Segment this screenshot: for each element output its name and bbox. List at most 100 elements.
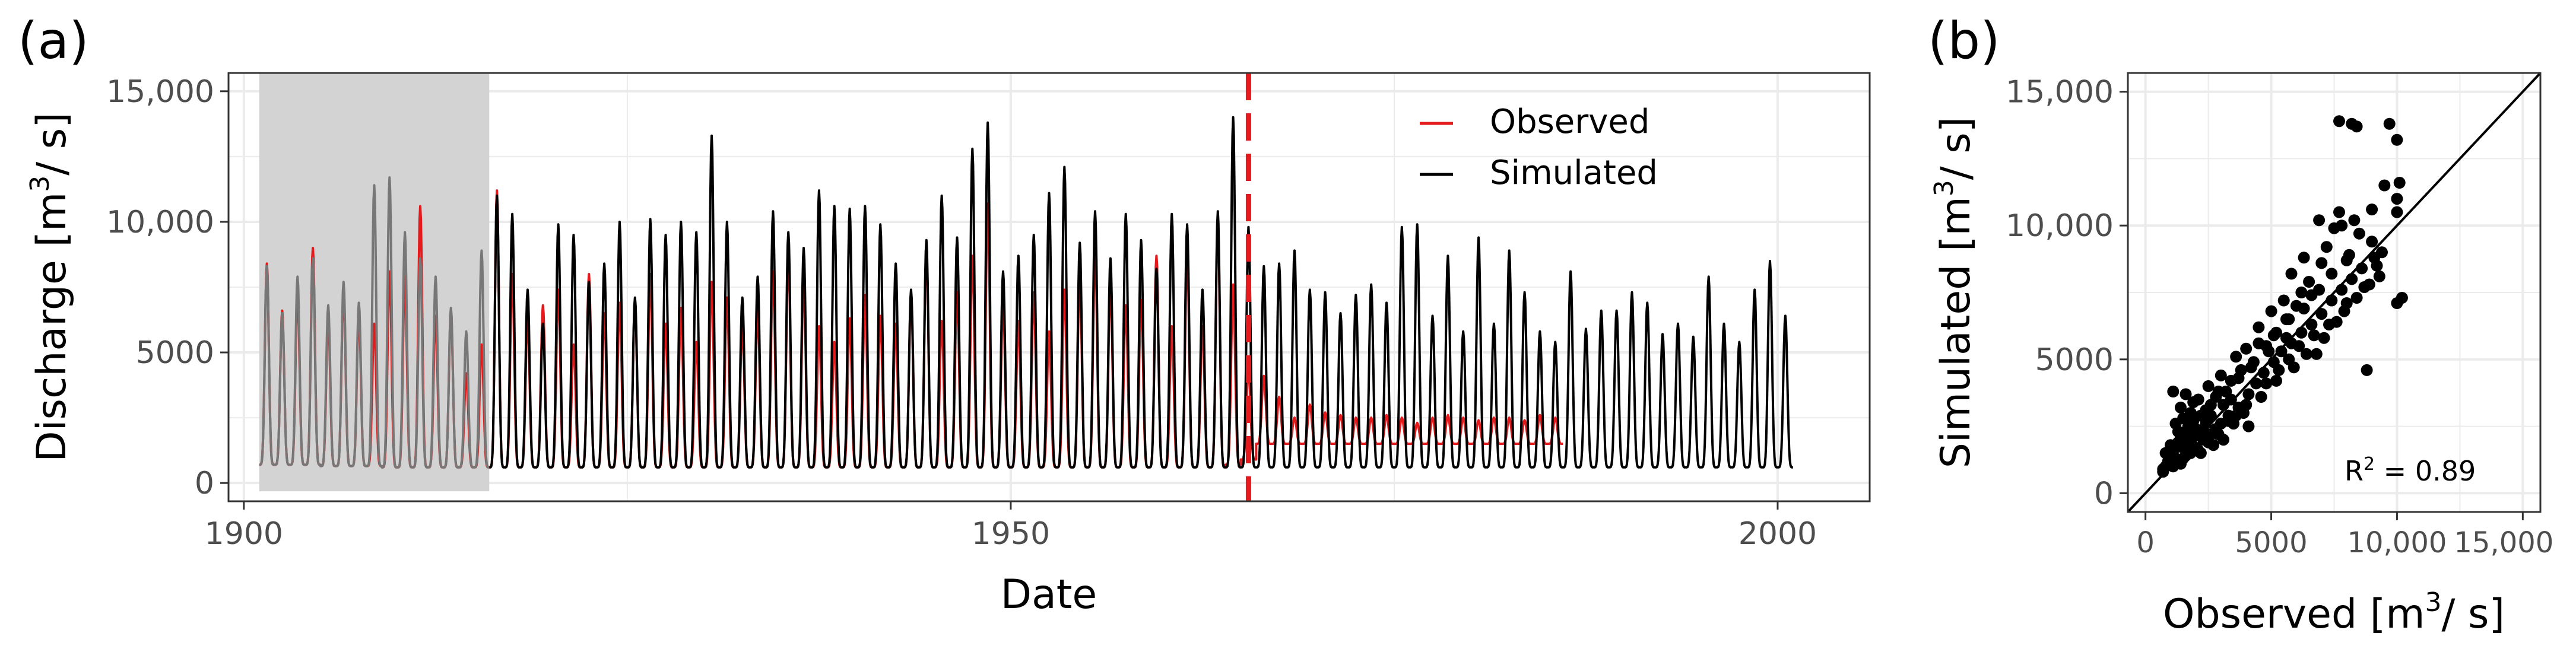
scatter-point: [2391, 297, 2403, 309]
scatter-point: [2293, 340, 2305, 352]
panel-b-y-tick-label: 0: [2094, 476, 2114, 511]
scatter-point: [2283, 353, 2295, 365]
scatter-point: [2320, 241, 2333, 253]
r2-value: = 0.89: [2375, 455, 2476, 487]
panel-b-x-axis-title: Observed [m3/ s]: [2163, 587, 2505, 638]
panel-a-legend: Observed Simulated: [1420, 103, 1658, 192]
scatter-point: [2328, 222, 2340, 234]
scatter-point: [2383, 117, 2396, 130]
scatter-point: [2333, 115, 2345, 128]
scatter-point: [2298, 252, 2310, 264]
scatter-point: [2253, 321, 2265, 333]
scatter-point: [2267, 329, 2280, 342]
scatter-point: [2336, 284, 2348, 296]
scatter-point: [2250, 377, 2263, 390]
scatter-point: [2217, 399, 2229, 411]
legend-observed-label: Observed: [1490, 103, 1649, 141]
panel-b-y-axis: 0 5000 10,000 15,000: [2006, 75, 2128, 511]
scatter-point: [2283, 313, 2295, 326]
scatter-point: [2298, 303, 2310, 315]
panel-b-x-tick-label: 0: [2136, 526, 2155, 559]
scatter-point: [2305, 319, 2318, 331]
scatter-point: [2277, 294, 2290, 307]
scatter-point: [2315, 257, 2328, 269]
scatter-point: [2245, 361, 2257, 374]
r-squared-annotation: R2 = 0.89: [2345, 454, 2476, 487]
scatter-point: [2263, 345, 2275, 358]
panel-b-x-tick-label: 15,000: [2454, 526, 2553, 559]
scatter-point: [2363, 278, 2375, 291]
scatter-point: [2356, 262, 2368, 275]
panel-b-xlabel-tail: / s]: [2442, 591, 2505, 638]
panel-a-x-tick-label: 1900: [205, 516, 283, 552]
scatter-point: [2350, 292, 2363, 304]
scatter-point: [2187, 396, 2200, 408]
scatter-point: [2215, 369, 2227, 381]
panel-b-xlabel-main: Observed [m: [2163, 591, 2425, 638]
scatter-point: [2348, 214, 2361, 227]
panel-b-x-tick-label: 10,000: [2347, 526, 2447, 559]
panel-a-border: [227, 72, 1871, 502]
panel-b-y-axis-title: Simulated [m3/ s]: [1929, 117, 1979, 469]
scatter-point: [2240, 342, 2253, 355]
panel-a-label: (a): [18, 11, 89, 71]
scatter-point: [2313, 284, 2326, 296]
panel-a-y-tick-label: 5000: [136, 335, 214, 371]
scatter-point: [2310, 348, 2323, 360]
scatter-point: [2265, 305, 2277, 317]
scatter-point: [2255, 391, 2267, 403]
scatter-point: [2167, 386, 2180, 397]
scatter-point: [2285, 268, 2298, 280]
panel-a-ylabel-superscript: 3: [25, 176, 55, 192]
scatter-point: [2270, 374, 2282, 387]
scatter-point: [2350, 120, 2363, 133]
scatter-point: [2326, 268, 2338, 280]
scatter-point: [2210, 423, 2222, 435]
scatter-point: [2275, 345, 2288, 358]
scatter-point: [2240, 399, 2253, 411]
panel-b-xlabel-superscript: 3: [2425, 587, 2442, 618]
panel-a-discharge-timeseries: (a) 0 5000 10,000 15,000 1900 1950 2000 Obser…: [18, 11, 1871, 618]
scatter-point: [2192, 444, 2204, 457]
scatter-point: [2197, 425, 2210, 438]
scatter-point: [2361, 364, 2373, 376]
scatter-point: [2315, 308, 2328, 320]
scatter-point: [2175, 402, 2187, 413]
panel-a-ylabel-tail: / s]: [28, 112, 75, 175]
scatter-point: [2373, 270, 2385, 282]
scatter-point: [2257, 367, 2270, 379]
simulated-series-line-calibration: [258, 176, 490, 469]
scatter-point: [2346, 273, 2358, 285]
scatter-point: [2260, 377, 2273, 390]
scatter-point: [2323, 319, 2335, 331]
scatter-point: [2253, 337, 2265, 349]
scatter-point: [2353, 227, 2365, 240]
panel-a-y-axis-title: Discharge [m3/ s]: [25, 112, 75, 462]
scatter-point: [2391, 133, 2403, 146]
scatter-point: [2295, 326, 2308, 339]
scatter-point: [2391, 193, 2403, 205]
panel-a-x-axis-title: Date: [1001, 571, 1097, 618]
scatter-point: [2202, 380, 2215, 392]
panel-b-label: (b): [1928, 11, 2000, 71]
scatter-points: [2157, 115, 2408, 478]
scatter-point: [2308, 329, 2320, 342]
scatter-point: [2230, 351, 2242, 363]
scatter-point: [2159, 447, 2172, 459]
panel-a-x-axis: 1900 1950 2000: [205, 501, 1817, 552]
scatter-point: [2204, 409, 2217, 422]
simulated-series-line: [488, 116, 1794, 469]
scatter-point: [2300, 348, 2312, 360]
panel-a-ylabel-main: Discharge [m: [28, 192, 75, 462]
scatter-point: [2333, 206, 2345, 218]
panel-b-ylabel-tail: / s]: [1933, 117, 1979, 180]
scatter-point: [2280, 332, 2292, 344]
scatter-point: [2303, 276, 2315, 288]
scatter-point: [2313, 214, 2326, 227]
panel-a-y-tick-label: 10,000: [106, 205, 214, 240]
scatter-point: [2326, 294, 2338, 307]
scatter-point: [2295, 287, 2308, 298]
scatter-point: [2242, 420, 2255, 432]
scatter-point: [2172, 425, 2184, 438]
